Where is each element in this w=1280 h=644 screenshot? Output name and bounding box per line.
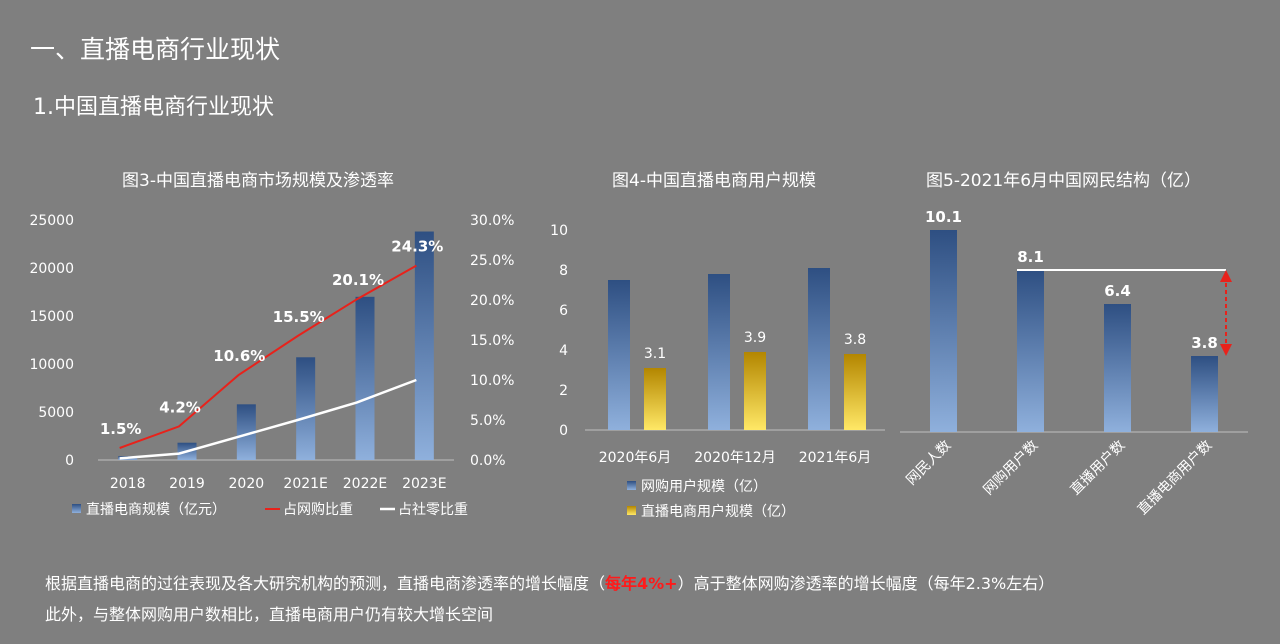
chart4-x-tick: 2020年12月 [694, 450, 775, 466]
chart4-y-tick: 8 [559, 263, 568, 279]
chart3-data-label: 1.5% [100, 420, 142, 438]
footer-line-2: 此外，与整体网购用户数相比，直播电商用户仍有较大增长空间 [45, 605, 494, 624]
chart3-x-tick: 2022E [343, 476, 387, 492]
chart4-title: 图4-中国直播电商用户规模 [612, 171, 816, 191]
chart5-bar [1104, 304, 1131, 432]
footer-highlight: 每年4%+ [605, 574, 678, 593]
chart5-data-label: 3.8 [1191, 334, 1218, 352]
chart3-y-right-tick: 25.0% [470, 253, 514, 269]
chart5-data-label: 10.1 [925, 208, 962, 226]
chart4-bar-live [744, 352, 766, 430]
chart3-x-tick: 2023E [402, 476, 446, 492]
chart5-data-label: 8.1 [1017, 248, 1044, 266]
chart5-x-tick: 直播用户数 [1067, 437, 1129, 499]
subsection-title: 1.中国直播电商行业现状 [33, 95, 274, 120]
chart4-y-tick: 6 [559, 303, 568, 319]
chart3-y-right-tick: 0.0% [470, 453, 506, 469]
chart4-legend-live-label: 直播电商用户规模（亿） [641, 503, 795, 520]
chart4-bar-live [844, 354, 866, 430]
chart3-data-label: 4.2% [159, 398, 201, 416]
chart5-bar [1191, 356, 1218, 432]
chart4-y-tick: 10 [550, 223, 568, 239]
chart3-y-right-tick: 5.0% [470, 413, 506, 429]
chart5-x-tick: 网购用户数 [980, 437, 1042, 499]
chart3-legend-bar-label: 直播电商规模（亿元） [86, 501, 226, 518]
chart4-legend-swatch-live [627, 506, 636, 515]
chart4-data-label: 3.9 [744, 330, 766, 346]
chart3-line-online-share [119, 264, 417, 449]
chart3-data-label: 10.6% [213, 347, 265, 365]
chart4-legend-online-label: 网购用户规模（亿） [641, 478, 767, 495]
section-title: 一、直播电商行业现状 [30, 35, 281, 64]
chart4-y-tick: 4 [559, 343, 568, 359]
chart3-x-tick: 2018 [110, 476, 146, 492]
footer-text: 根据直播电商的过往表现及各大研究机构的预测，直播电商渗透率的增长幅度（每年4%+… [45, 568, 1054, 630]
chart3-bar [355, 296, 375, 460]
chart5-bar [930, 230, 957, 432]
chart3-title: 图3-中国直播电商市场规模及渗透率 [122, 171, 394, 191]
chart4-y-tick: 0 [559, 423, 568, 439]
chart3-y-right-tick: 15.0% [470, 333, 514, 349]
chart4-bar-online [608, 280, 630, 430]
chart5-title: 图5-2021年6月中国网民结构（亿） [926, 171, 1202, 191]
chart3-bar [296, 357, 316, 460]
chart3-y-right-tick: 10.0% [470, 373, 514, 389]
chart3-legend-swatch-bar [72, 504, 81, 513]
chart3-y-right-tick: 20.0% [470, 293, 514, 309]
chart3-x-tick: 2020 [229, 476, 265, 492]
chart4-data-label: 3.1 [644, 346, 666, 362]
chart3-y-left-tick: 5000 [38, 405, 74, 421]
chart3-data-label: 15.5% [273, 308, 325, 326]
chart3-y-left-tick: 10000 [29, 357, 74, 373]
chart3-bar [236, 404, 256, 460]
chart3-data-label: 24.3% [391, 238, 443, 256]
chart5-x-tick: 直播电商用户数 [1134, 437, 1215, 518]
chart3-y-right-tick: 30.0% [470, 213, 514, 229]
chart4-bar-online [708, 274, 730, 430]
chart3-legend-white-label: 占社零比重 [398, 502, 468, 518]
footer-line-1-end: ）高于整体网购渗透率的增长幅度（每年2.3%左右） [677, 574, 1055, 593]
chart4-y-tick: 2 [559, 383, 568, 399]
chart3-y-left-tick: 20000 [29, 261, 74, 277]
chart3-x-tick: 2021E [283, 476, 327, 492]
chart3-y-left-tick: 0 [65, 453, 74, 469]
footer-line-1: 根据直播电商的过往表现及各大研究机构的预测，直播电商渗透率的增长幅度（每年4%+… [45, 568, 1054, 599]
chart5-data-label: 6.4 [1104, 282, 1131, 300]
chart5-x-tick: 网民人数 [903, 438, 954, 489]
footer-line-1-start: 根据直播电商的过往表现及各大研究机构的预测，直播电商渗透率的增长幅度（ [45, 574, 606, 593]
chart4-x-tick: 2021年6月 [799, 450, 872, 466]
chart3-y-left-tick: 15000 [29, 309, 74, 325]
chart3-x-tick: 2019 [169, 476, 205, 492]
chart4-data-label: 3.8 [844, 332, 866, 348]
chart3-y-left-tick: 25000 [29, 213, 74, 229]
chart4-bar-online [808, 268, 830, 430]
chart4-x-tick: 2020年6月 [599, 450, 672, 466]
chart3-data-label: 20.1% [332, 271, 384, 289]
chart4-bar-live [644, 368, 666, 430]
chart3-legend-red-label: 占网购比重 [283, 502, 353, 518]
chart3-line-social-retail [119, 378, 417, 460]
chart5-bar [1017, 270, 1044, 432]
chart3-bar [414, 231, 434, 460]
chart4-legend-swatch-online [627, 481, 636, 490]
